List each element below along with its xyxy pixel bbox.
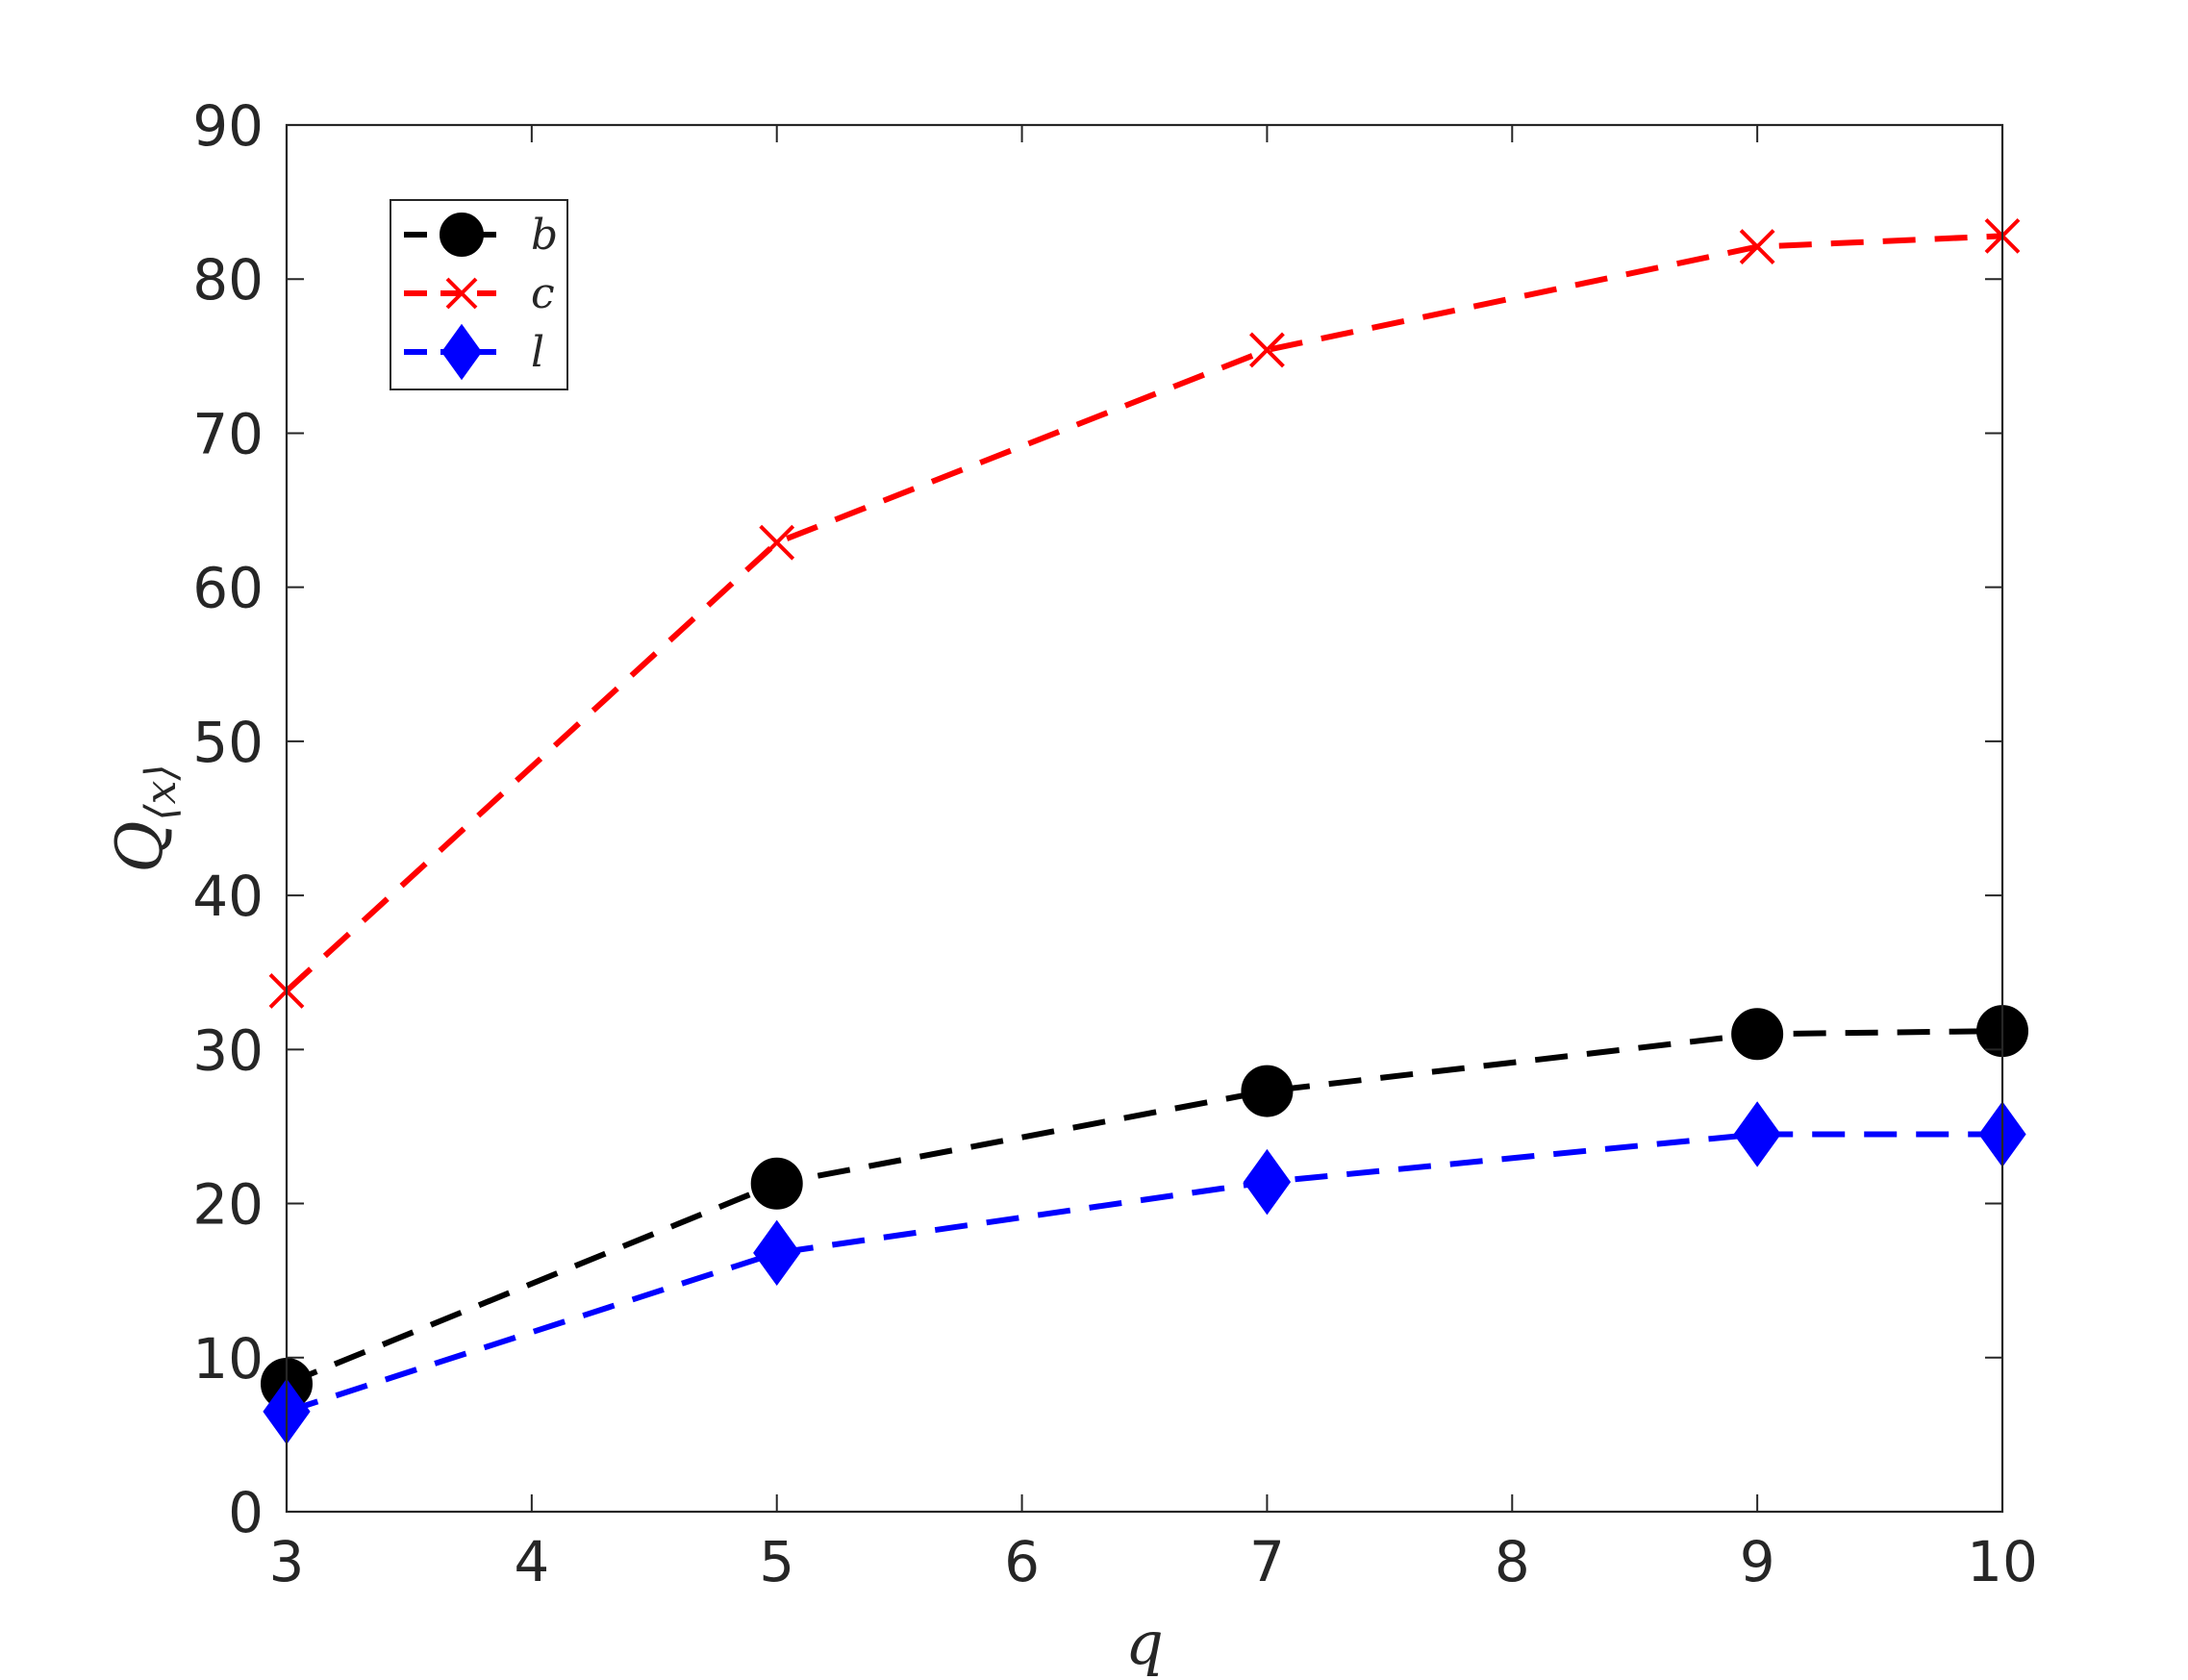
legend-item-c: c: [404, 269, 555, 318]
ticks-layer: 3 4 5 6 7 8 9 10 0 10 20 30 40 50 60 70 80 90: [192, 93, 2038, 1594]
x-tick-label: 3: [269, 1529, 305, 1594]
x-axis-label: q: [1125, 1608, 1164, 1678]
data-point-b: [1731, 1008, 1784, 1061]
legend-marker: [440, 213, 484, 257]
data-point-l: [1733, 1101, 1781, 1167]
legend-label: c: [531, 269, 555, 318]
x-tick-label: 10: [1967, 1529, 2038, 1594]
data-point-b: [1241, 1065, 1294, 1117]
x-tick-label: 5: [759, 1529, 794, 1594]
y-tick-label: 80: [192, 247, 264, 313]
y-axis-label: Q⟨x⟩: [103, 764, 186, 872]
legend-item-b: b: [404, 211, 558, 260]
y-tick-label: 0: [228, 1480, 264, 1545]
data-point-l: [1243, 1148, 1292, 1216]
legend-marker: [445, 277, 478, 310]
svg-text:Q⟨x⟩: Q⟨x⟩: [103, 764, 186, 872]
y-tick-label: 10: [192, 1326, 264, 1392]
data-point-c: [759, 524, 795, 561]
data-point-l: [753, 1219, 801, 1287]
y-axis-label-subscript: ⟨x⟩: [137, 764, 186, 820]
x-tick-label: 8: [1495, 1529, 1530, 1594]
legend-item-l: l: [404, 323, 544, 381]
y-tick-label: 60: [192, 556, 264, 621]
y-tick-label: 70: [192, 401, 264, 466]
legend-label: l: [531, 328, 544, 377]
data-point-c: [1739, 229, 1775, 264]
y-tick-label: 50: [192, 710, 264, 775]
y-tick-label: 90: [192, 93, 264, 159]
data-point-b: [750, 1157, 803, 1210]
series-line-c: [284, 233, 2003, 993]
y-tick-label: 40: [192, 864, 264, 929]
plot-background: [287, 125, 2002, 1512]
x-tick-label: 4: [514, 1529, 549, 1594]
legend-marker: [440, 323, 483, 381]
y-tick-label: 30: [192, 1017, 264, 1083]
plot-frame: [285, 123, 2004, 1514]
legend-label: b: [531, 211, 558, 260]
x-tick-label: 7: [1249, 1529, 1285, 1594]
legend: bcl: [390, 199, 568, 390]
x-tick-label: 6: [1004, 1529, 1040, 1594]
y-axis-label-main: Q: [103, 821, 177, 873]
y-tick-label: 20: [192, 1172, 264, 1238]
x-tick-label: 9: [1740, 1529, 1775, 1594]
data-point-c: [1249, 332, 1285, 368]
